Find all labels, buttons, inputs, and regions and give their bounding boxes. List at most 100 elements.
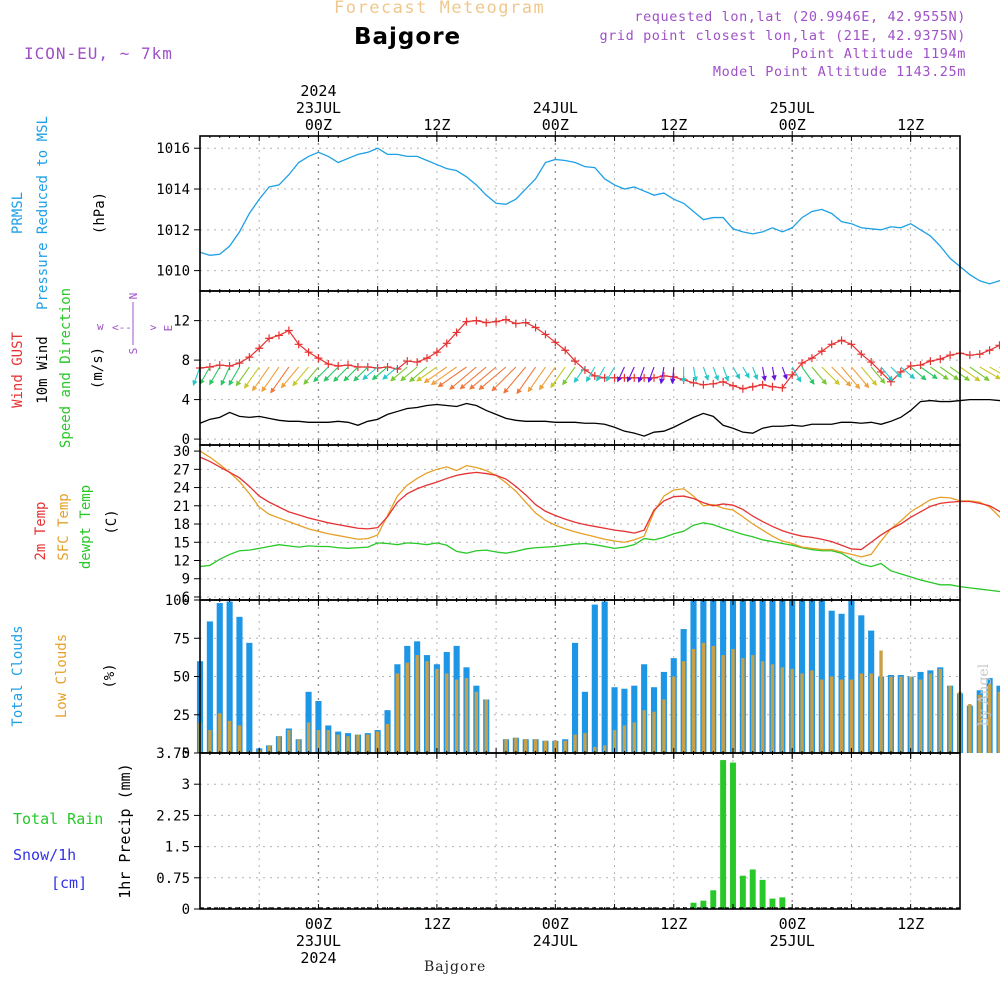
wind-gust-marker	[768, 382, 777, 391]
total-cloud-bar	[581, 691, 588, 753]
wind-gust-marker	[669, 372, 678, 381]
low-cloud-bar	[978, 694, 982, 753]
wind-direction-arrow	[343, 366, 359, 382]
compass-arrow: >	[150, 321, 157, 334]
wind-gust-marker	[867, 358, 876, 367]
y-tick-label: 3.75	[156, 746, 190, 762]
low-cloud-bar	[326, 730, 330, 753]
series-10m-wind-line	[199, 398, 1000, 437]
wind-direction-arrow	[890, 366, 902, 379]
wind-direction-arrow	[491, 366, 517, 392]
rain-bar	[700, 900, 707, 909]
wind-direction-arrow	[539, 366, 556, 391]
bottom-time-label: 24JUL	[533, 932, 578, 950]
low-cloud-bar	[830, 676, 834, 753]
low-cloud-bar	[227, 720, 232, 753]
total-cloud-bar	[591, 604, 598, 753]
wind-gust-marker	[442, 339, 451, 348]
wind-direction-arrow	[409, 366, 428, 383]
low-cloud-bar	[701, 642, 706, 753]
low-cloud-bar	[652, 711, 656, 753]
low-cloud-bar	[346, 736, 350, 753]
y-tick-label: 3	[182, 777, 190, 793]
bottom-time-label: 00Z	[542, 915, 569, 933]
low-cloud-bar	[297, 739, 301, 753]
wind-direction-arrow	[390, 366, 408, 382]
snow-unit-label: [cm]	[51, 874, 87, 892]
bottom-time-label: 2024	[300, 949, 336, 967]
total-cloud-bar	[621, 688, 628, 753]
wind-direction-arrow	[626, 366, 635, 383]
low-cloud-bar	[375, 731, 380, 753]
wind-direction-arrow	[791, 366, 802, 383]
wind-direction-arrow	[228, 366, 240, 386]
wind-direction-arrow	[562, 366, 576, 386]
wind-gust-marker	[936, 355, 945, 364]
wind-gust-marker	[284, 326, 293, 335]
total-cloud-bar	[572, 642, 579, 753]
compass-s: S	[127, 348, 140, 355]
wind-direction-arrow	[333, 366, 349, 382]
low-cloud-bar	[928, 673, 933, 753]
wind-direction-arrow	[910, 366, 927, 381]
rain-bar	[769, 898, 776, 909]
wind-direction-arrow	[712, 366, 720, 382]
wind-direction-arrow	[880, 366, 894, 382]
low-cloud-bar	[751, 655, 755, 753]
bottom-time-label: 12Z	[897, 915, 924, 933]
wind-direction-arrow	[900, 366, 916, 380]
wind-gust-marker	[827, 340, 836, 349]
y-tick-label: 1.5	[165, 840, 190, 856]
rain-bar	[730, 762, 736, 909]
y-tick-label: 50	[173, 670, 190, 686]
low-cloud-bar	[869, 673, 873, 753]
wind-direction-arrow	[573, 366, 586, 383]
wind-gust-marker	[946, 351, 955, 360]
y-tick-label: 1012	[156, 223, 190, 239]
grid-layer	[200, 136, 960, 910]
total-cloud-bar	[601, 601, 608, 753]
series-2m-temp-line	[199, 456, 1000, 551]
wind-direction-arrow	[771, 366, 777, 381]
precip-unit: 1hr Precip (mm)	[116, 763, 134, 898]
wind-gust-marker	[630, 373, 639, 382]
wind-gust-marker	[235, 359, 244, 368]
low-cloud-bar	[780, 667, 785, 753]
temp-unit: (C)	[104, 509, 120, 534]
rain-bar	[720, 760, 727, 909]
wind-direction-arrow	[416, 366, 438, 382]
wind-direction-arrow	[920, 366, 938, 380]
low-cloud-bar	[474, 691, 479, 753]
wind-direction-arrow	[323, 366, 339, 382]
y-tick-label: 0	[182, 902, 190, 918]
wind-gust-marker	[245, 353, 254, 362]
low-cloud-bar	[760, 661, 765, 753]
wind-direction-arrow	[860, 366, 878, 386]
bottom-time-label: 12Z	[423, 915, 450, 933]
compass-arrow: <--	[112, 321, 132, 334]
wind-direction-arrow	[459, 366, 487, 390]
wind-gust-marker	[748, 382, 757, 391]
low-cloud-bar	[366, 734, 370, 753]
low-cloud-bar	[208, 730, 212, 753]
wind-direction-arrow	[670, 366, 676, 385]
low-cloud-bar	[602, 745, 607, 753]
y-tick-label: 100	[165, 593, 190, 609]
wind-gust-marker	[926, 357, 935, 366]
wind-gust-marker	[255, 344, 264, 353]
wind-gust-marker	[847, 340, 856, 349]
requested-coords: requested lon,lat (20.9946E, 42.9555N)	[634, 9, 966, 25]
low-cloud-bar	[533, 739, 538, 753]
product-title: Forecast Meteogram	[334, 0, 546, 18]
wind-direction-arrow	[637, 366, 645, 383]
wind-direction-arrow	[423, 366, 448, 384]
y-tick-label: 1014	[156, 182, 190, 198]
credit-watermark: by Angel	[976, 663, 992, 726]
wind-gust-marker	[817, 347, 826, 356]
wind-direction-arrow	[702, 366, 710, 381]
y-tick-label: 75	[173, 631, 190, 647]
location-title: Bajgore	[354, 24, 462, 50]
rain-bar	[690, 902, 697, 909]
total-cloud-bar	[611, 687, 618, 753]
wind-gust-marker	[274, 331, 283, 340]
